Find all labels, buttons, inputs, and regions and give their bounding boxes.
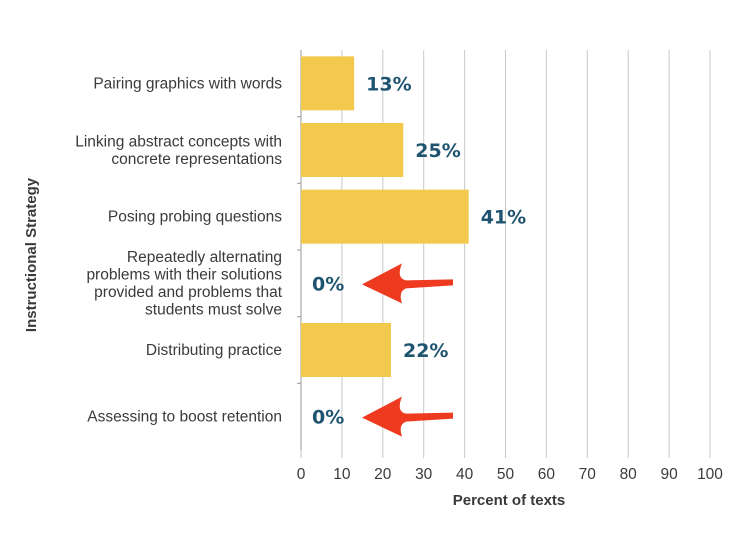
category-labels: Pairing graphics with words Linking abstr…: [75, 75, 282, 425]
callout-arrows: [362, 263, 453, 437]
data-label: 41%: [481, 207, 526, 229]
x-tick-label: 90: [660, 466, 678, 483]
category-label: Posing probing questions: [108, 209, 282, 226]
x-axis-title: Percent of texts: [453, 492, 566, 509]
grid-lines: [300, 50, 711, 458]
data-label: 13%: [366, 73, 411, 95]
category-label-line: concrete representations: [111, 151, 282, 168]
category-label-line: Linking abstract concepts with: [75, 133, 282, 150]
data-label: 0%: [312, 273, 344, 295]
x-tick-label: 70: [579, 466, 597, 483]
data-label: 22%: [403, 340, 448, 362]
category-label-line: Assessing to boost retention: [87, 409, 282, 426]
x-tick-labels: 0 10 20 30 40 50 60 70 80 90 100: [297, 466, 724, 483]
category-label-line: students must solve: [145, 302, 282, 319]
category-label: Linking abstract concepts with concrete r…: [75, 133, 282, 168]
category-label: Distributing practice: [146, 342, 282, 359]
x-tick-label: 60: [538, 466, 556, 483]
category-label: Pairing graphics with words: [93, 75, 282, 92]
red-arrow-icon: [362, 263, 453, 304]
y-axis-title: Instructional Strategy: [23, 177, 40, 332]
category-label: Repeatedly alternating problems with thei…: [86, 249, 282, 319]
red-arrow-icon: [362, 396, 453, 437]
x-tick-label: 80: [620, 466, 638, 483]
value-labels: 13% 25% 41% 0% 22% 0%: [312, 73, 526, 428]
x-tick-label: 30: [415, 466, 433, 483]
x-tick-label: 0: [297, 466, 306, 483]
category-label: Assessing to boost retention: [87, 409, 282, 426]
x-tick-label: 40: [456, 466, 474, 483]
category-label-line: problems with their solutions: [86, 267, 282, 284]
bar: [301, 323, 391, 377]
x-tick-label: 10: [333, 466, 351, 483]
bars: [301, 56, 469, 377]
x-tick-label: 100: [697, 466, 723, 483]
category-label-line: provided and problems that: [94, 284, 283, 301]
x-tick-label: 50: [497, 466, 515, 483]
data-label: 25%: [415, 140, 460, 162]
category-label-line: Distributing practice: [146, 342, 282, 359]
category-label-line: Pairing graphics with words: [93, 75, 282, 92]
bar: [301, 189, 469, 244]
x-tick-label: 20: [374, 466, 392, 483]
bar: [301, 56, 355, 111]
category-label-line: Posing probing questions: [108, 209, 282, 226]
data-label: 0%: [312, 407, 344, 429]
category-label-line: Repeatedly alternating: [127, 249, 282, 266]
bar: [301, 123, 404, 177]
